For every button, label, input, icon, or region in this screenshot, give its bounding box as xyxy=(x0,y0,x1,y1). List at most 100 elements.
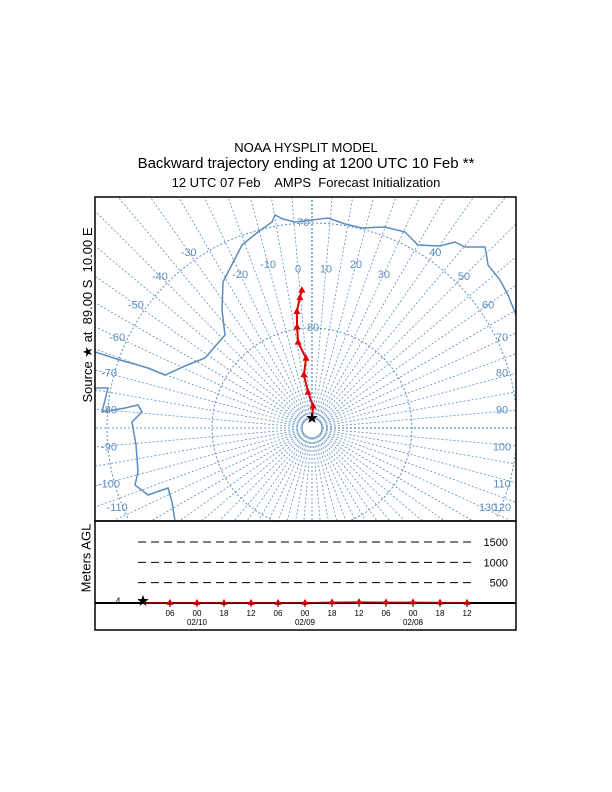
meridian-line xyxy=(203,197,307,416)
longitude-label: -10 xyxy=(260,259,276,271)
meridian-line xyxy=(315,441,338,521)
meridian-line xyxy=(95,369,299,425)
trajectory-point-marker xyxy=(309,402,317,409)
meridian-line xyxy=(178,435,301,521)
meridian-line xyxy=(291,197,312,415)
longitude-label: 100 xyxy=(493,442,511,454)
trajectory-point-marker xyxy=(298,286,306,293)
meridian-line xyxy=(95,245,305,422)
time-tick-label: 18 xyxy=(436,609,445,618)
time-tick-label: 06 xyxy=(166,609,175,618)
height-point-marker xyxy=(355,598,363,605)
model-title: NOAA HYSPLIT MODEL xyxy=(234,140,378,155)
longitude-label: 40 xyxy=(429,247,441,259)
meridian-line xyxy=(318,197,507,421)
meridian-line xyxy=(319,256,516,422)
latitude-circle-80 xyxy=(312,327,413,521)
longitude-label: -70 xyxy=(101,367,117,379)
meridian-line xyxy=(319,434,424,521)
meridian-line xyxy=(325,428,516,447)
trajectory-point-marker xyxy=(296,293,304,301)
longitude-label: 70 xyxy=(496,332,508,344)
meridian-line xyxy=(313,437,329,521)
time-tick-label: 18 xyxy=(328,609,337,618)
longitude-label: 30 xyxy=(378,269,390,281)
time-tick-label: 12 xyxy=(247,609,256,618)
time-tick-label: 18 xyxy=(220,609,229,618)
meridian-line xyxy=(315,197,375,415)
meridian-line xyxy=(316,197,446,420)
time-tick-label: 06 xyxy=(274,609,283,618)
meridian-line xyxy=(286,441,309,521)
meridian-line xyxy=(317,197,421,416)
meridian-line xyxy=(325,372,516,425)
meridian-line xyxy=(95,389,303,427)
longitude-label: 90 xyxy=(496,404,508,416)
meridian-line xyxy=(323,435,446,521)
trajectory-point-marker xyxy=(293,307,301,314)
meridian-line xyxy=(95,428,299,448)
longitude-label: 110 xyxy=(493,479,511,491)
height-point-marker xyxy=(409,598,417,605)
longitude-label: 60 xyxy=(482,300,494,312)
map-area: -110-100-90-80-70-60-50-40-30-20-10 0 10 20… xyxy=(95,197,516,521)
trajectory-point-marker xyxy=(302,354,310,361)
longitude-label: -20 xyxy=(232,269,248,281)
longitude-label: 50 xyxy=(458,271,470,283)
meridian-line xyxy=(150,432,304,521)
height-level-label: 1000 xyxy=(484,557,508,569)
meridian-line xyxy=(325,409,516,428)
longitude-label: 0 xyxy=(295,264,301,276)
meridian-line xyxy=(315,437,347,521)
longitude-label: -50 xyxy=(128,300,144,312)
date-label: 02/10 xyxy=(187,618,208,627)
longitude-label: -80 xyxy=(101,404,117,416)
longitude-label: -40 xyxy=(152,271,168,283)
meridian-line xyxy=(95,431,303,508)
meridian-line xyxy=(233,435,306,521)
pole-circle xyxy=(301,417,323,439)
time-tick-label: 12 xyxy=(355,609,364,618)
meridian-line xyxy=(295,437,311,521)
longitude-label: 120 xyxy=(493,502,511,514)
meridian-line xyxy=(277,437,309,521)
meridian-line xyxy=(316,436,367,521)
meridian-line xyxy=(249,197,309,415)
meridian-line xyxy=(321,431,516,503)
meridian-line xyxy=(312,441,321,521)
meridian-line xyxy=(320,309,516,424)
longitude-label: -60 xyxy=(109,332,125,344)
meridian-line xyxy=(321,429,516,465)
height-point-marker xyxy=(328,598,336,605)
height-point-marker xyxy=(193,598,201,605)
latitude-label-80: 80 xyxy=(307,322,319,334)
trajectory-point-marker xyxy=(300,370,308,378)
meridian-line xyxy=(319,197,475,417)
meridian-line xyxy=(227,197,309,419)
longitude-label: -90 xyxy=(101,442,117,454)
meridian-line xyxy=(321,223,516,419)
height-point-marker xyxy=(166,598,174,605)
longitude-label: 10 xyxy=(320,264,332,276)
meridian-line xyxy=(95,431,299,487)
meridian-line xyxy=(312,197,333,415)
source-star-icon xyxy=(306,412,318,423)
time-tick-label: 00 xyxy=(193,609,202,618)
antarctic-coastline xyxy=(95,213,516,376)
meridian-line xyxy=(317,440,356,521)
meridian-line xyxy=(200,434,305,521)
time-tick-label: 00 xyxy=(409,609,418,618)
height-level-label: 500 xyxy=(490,578,508,590)
initialization-subtitle: 12 UTC 07 Feb AMPS Forecast Initializati… xyxy=(171,175,441,190)
meridian-line xyxy=(95,429,303,467)
height-source-star-icon xyxy=(137,595,149,606)
meridian-line xyxy=(95,275,301,421)
meridian-line xyxy=(325,431,516,484)
longitude-label: 80 xyxy=(496,367,508,379)
height-point-marker xyxy=(463,598,471,605)
meridian-line xyxy=(95,326,300,423)
time-tick-label: 00 xyxy=(301,609,310,618)
meridian-line xyxy=(320,432,474,521)
meridian-line xyxy=(324,332,516,423)
